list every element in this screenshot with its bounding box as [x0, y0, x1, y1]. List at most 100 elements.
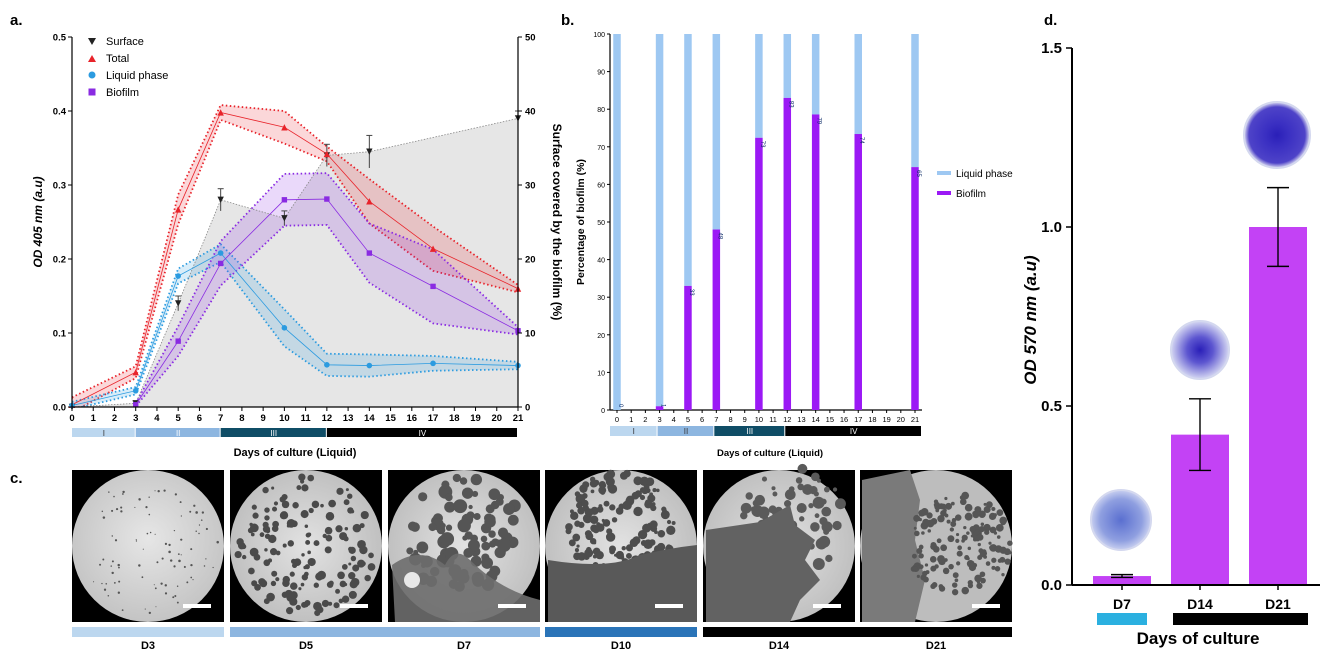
micrograph-pore — [313, 582, 319, 588]
micrograph-d10 — [545, 469, 697, 622]
micrograph-pore — [340, 575, 345, 579]
micrograph-pore — [457, 518, 471, 533]
panel-a-xtick-label: 15 — [385, 413, 396, 424]
panel-a-ytick-label: 0.4 — [53, 107, 67, 118]
legend-marker-liquid — [88, 71, 96, 79]
micrograph-pore — [325, 512, 335, 521]
micrograph-pore — [622, 500, 632, 511]
micrograph-pore — [269, 548, 278, 556]
micrograph-pore — [984, 529, 990, 535]
micrograph-pore — [111, 535, 113, 537]
panel-b-ytick-label: 80 — [597, 107, 605, 114]
micrograph-pore — [178, 559, 181, 563]
micrograph-pore — [198, 532, 200, 535]
micrograph-pore — [951, 582, 958, 588]
bar-liquid-phase — [684, 34, 692, 286]
legend-label-total: Total — [106, 53, 129, 65]
micrograph-pore — [639, 494, 646, 501]
micrograph-pore — [120, 510, 123, 513]
micrograph-pore — [985, 561, 991, 566]
micrograph-pore — [996, 509, 1004, 516]
legend-marker-surface — [88, 38, 96, 45]
micrograph-pore — [950, 501, 955, 506]
micrograph-pore — [983, 505, 991, 513]
micrograph-pore — [275, 577, 280, 582]
micrograph-pore — [267, 558, 273, 563]
point-surface — [366, 148, 373, 155]
micrograph-pore — [978, 526, 986, 533]
panel-a-ytick-label: 0.5 — [53, 33, 67, 44]
panel-b-xtick-label: 16 — [840, 415, 848, 424]
micrograph-pore — [750, 506, 758, 513]
micrograph-pore — [963, 525, 967, 530]
micrograph-pore — [976, 533, 984, 541]
micrograph-pore — [639, 487, 646, 493]
micrograph-pore — [918, 544, 924, 550]
panel-b-xtick-label: 19 — [882, 415, 890, 424]
micrograph-pore — [179, 501, 182, 504]
panel-d-ytick-label: 1.5 — [1041, 40, 1062, 57]
micrograph-pore — [324, 526, 333, 535]
well-image-d14 — [1170, 320, 1230, 380]
micrograph-pore — [164, 584, 167, 587]
panel-a-xlabel: Days of culture (Liquid) — [234, 447, 357, 459]
micrograph-pore — [991, 557, 997, 563]
micrograph-pore — [321, 599, 330, 608]
micrograph-pore — [313, 540, 320, 547]
micrograph-pore — [570, 511, 579, 520]
micrograph-pore — [926, 512, 933, 519]
micrograph-pore — [200, 519, 203, 521]
micrograph-pore — [959, 498, 967, 506]
micrograph-pore — [796, 503, 807, 514]
micrograph-pore — [406, 547, 414, 555]
micrograph-pore — [407, 521, 418, 531]
micrograph-pore — [922, 576, 929, 583]
panel-a-y2tick-label: 50 — [525, 33, 536, 44]
micrograph-pore — [236, 538, 244, 546]
micrograph-pore — [976, 582, 983, 589]
micrograph-pore — [113, 495, 115, 498]
micrograph-pore — [930, 565, 937, 572]
micrograph-pore — [108, 491, 110, 493]
micrograph-label-d3: D3 — [141, 640, 155, 651]
micrograph-pore — [341, 564, 348, 570]
phase-label-a-4: IV — [419, 429, 427, 438]
panel-d-xtick-label: D21 — [1265, 596, 1291, 612]
micrograph-pore — [341, 595, 350, 603]
micrograph-pore — [304, 524, 309, 528]
micrograph-pore — [173, 529, 176, 532]
micrograph-pore — [957, 545, 962, 551]
micrograph-pore — [272, 506, 278, 512]
micrograph-pore — [641, 531, 645, 535]
micrograph-pore — [445, 524, 453, 531]
micrograph-pore — [190, 563, 193, 567]
micrograph-pore — [205, 527, 208, 531]
point-liquid — [366, 362, 373, 369]
micrograph-pore — [966, 531, 970, 535]
panel-a-y2tick-label: 0 — [525, 403, 530, 414]
bar-liquid-phase — [712, 34, 721, 230]
micrograph-pore — [103, 588, 107, 591]
micrograph-pore — [305, 532, 311, 538]
micrograph-pore — [825, 554, 833, 563]
micrograph-pore — [967, 546, 972, 551]
micrograph-pore — [262, 521, 269, 528]
micrograph-pore — [497, 538, 512, 552]
point-surface — [174, 300, 182, 307]
bar-liquid-phase — [911, 34, 919, 168]
bar-value-label: 65 — [915, 170, 921, 177]
micrograph-pore — [936, 538, 942, 544]
micrograph-pore — [652, 488, 657, 493]
micrograph-pore — [173, 565, 176, 568]
micrograph-pore — [157, 489, 160, 493]
micrograph-pore — [757, 506, 770, 519]
micrograph-label-d21: D21 — [926, 640, 946, 651]
panel-a-xtick-label: 7 — [218, 413, 223, 424]
micrograph-pore — [111, 509, 114, 512]
panel-a-xtick-label: 19 — [470, 413, 481, 424]
micrograph-pore — [122, 493, 124, 495]
micrograph-pore — [148, 496, 150, 498]
micrograph-pore — [114, 539, 118, 542]
panel-d-xlabel: Days of culture — [1137, 629, 1260, 648]
micrograph-pore — [144, 608, 146, 610]
